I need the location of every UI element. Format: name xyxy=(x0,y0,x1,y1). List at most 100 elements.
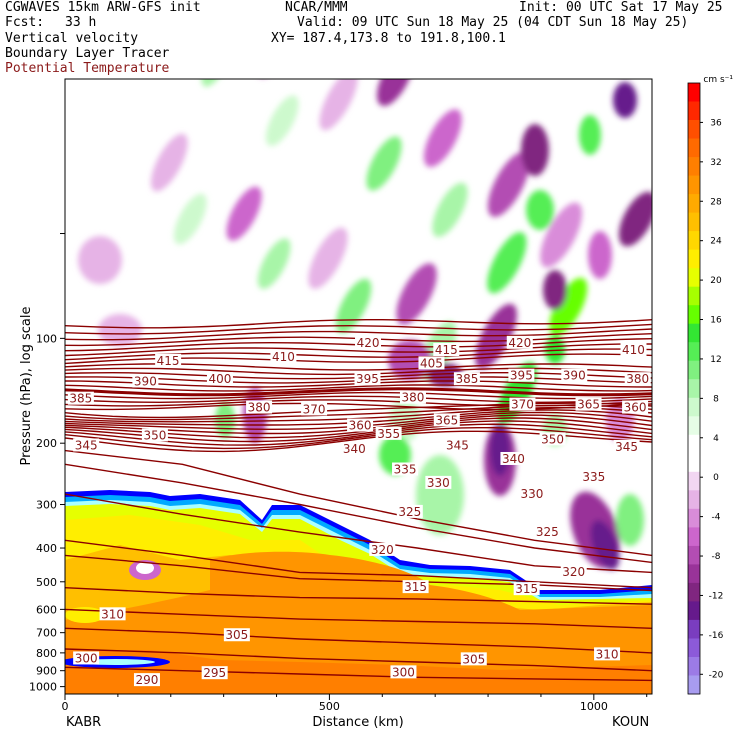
theta-label-box xyxy=(418,356,445,370)
colorbar-swatch xyxy=(688,397,700,417)
forecast-label: Fcst: xyxy=(5,15,45,30)
colorbar-swatch xyxy=(688,508,700,528)
colorbar-tick-label: 4 xyxy=(713,434,719,444)
theta-label-box xyxy=(594,647,621,661)
colorbar-swatch xyxy=(688,601,700,621)
isentrope-line xyxy=(65,539,652,589)
colorbar-swatch xyxy=(688,453,700,473)
colorbar-swatch xyxy=(688,120,700,139)
theta-label-box xyxy=(201,666,228,680)
plot-frame xyxy=(64,78,653,695)
theta-label-box xyxy=(580,469,607,483)
isentrope-line xyxy=(65,328,652,341)
colorbar-tick-label: -8 xyxy=(712,552,721,562)
x-endpoint-right: KOUN xyxy=(612,715,649,730)
theta-label-box xyxy=(355,335,382,349)
x-tick-label: 500 xyxy=(319,700,340,713)
theta-label: 340 xyxy=(343,442,366,456)
theta-label: 370 xyxy=(303,402,326,416)
colorbar-tick-label: 36 xyxy=(710,118,722,128)
colorbar-frame xyxy=(687,82,701,695)
theta-label-box xyxy=(506,335,533,349)
theta-label-box xyxy=(141,428,168,442)
colorbar-tick-label: 8 xyxy=(713,394,719,404)
theta-label-box xyxy=(67,391,94,405)
theta-label-box xyxy=(433,342,460,356)
theta-label-box xyxy=(624,372,651,386)
theta-label: 330 xyxy=(427,476,450,490)
colorbar-swatch xyxy=(688,360,700,380)
colorbar-swatch xyxy=(688,175,700,195)
theta-label-box xyxy=(99,607,126,621)
colorbar-swatch xyxy=(688,416,700,436)
tracer-orange xyxy=(65,551,652,694)
theta-label-box xyxy=(539,432,566,446)
colorbar-swatch xyxy=(688,231,700,251)
theta-label: 420 xyxy=(508,336,531,350)
theta-label: 350 xyxy=(143,428,166,442)
isentrope-line xyxy=(65,427,652,450)
y-tick-label: 500 xyxy=(36,576,57,589)
theta-label: 410 xyxy=(622,343,645,357)
isentrope-line xyxy=(65,666,652,682)
theta-label: 300 xyxy=(392,665,415,679)
x-tick-label: 0 xyxy=(62,700,69,713)
valid-time: Valid: 09 UTC Sun 18 May 25 (04 CDT Sun … xyxy=(297,15,689,30)
theta-label: 345 xyxy=(446,438,469,452)
colorbar-swatch xyxy=(688,83,700,102)
organization: NCAR/MMM xyxy=(285,0,348,15)
colorbar-swatch xyxy=(688,305,700,325)
x-axis-title: Distance (km) xyxy=(312,715,403,730)
colorbar-tick-label: 16 xyxy=(710,316,722,326)
theta-label-box xyxy=(73,438,100,452)
isentrope-line xyxy=(65,391,652,400)
field-label-potential-temperature: Potential Temperature xyxy=(5,61,170,76)
theta-label: 335 xyxy=(394,463,417,477)
theta-label: 385 xyxy=(455,372,478,386)
theta-label-box xyxy=(508,368,535,382)
forecast-hour: 33 h xyxy=(65,15,97,30)
theta-label: 365 xyxy=(435,413,458,427)
isentrope-line xyxy=(65,463,652,564)
isentrope-line xyxy=(65,554,652,592)
theta-label: 395 xyxy=(510,369,533,383)
colorbar-swatch xyxy=(688,471,700,491)
colorbar-swatch xyxy=(688,379,700,399)
y-tick-label: 100 xyxy=(36,332,57,345)
colorbar-swatch xyxy=(688,582,700,602)
theta-label-box xyxy=(369,542,396,556)
theta-label-box xyxy=(613,439,640,453)
colorbar-tick-label: 28 xyxy=(710,197,722,207)
colorbar-swatch xyxy=(688,657,700,676)
colorbar-swatch xyxy=(688,138,700,158)
isentrope-line xyxy=(65,384,652,392)
theta-label: 330 xyxy=(521,487,544,501)
colorbar-swatch xyxy=(688,268,700,288)
isentrope-line xyxy=(65,319,652,329)
theta-label-box xyxy=(341,442,368,456)
theta-label-box xyxy=(513,582,540,596)
colorbar-swatch xyxy=(688,286,700,306)
theta-label: 305 xyxy=(462,652,485,666)
theta-label: 380 xyxy=(402,391,425,405)
colorbar-swatch xyxy=(688,619,700,639)
theta-label: 395 xyxy=(356,372,379,386)
init-time: Init: 00 UTC Sat 17 May 25 xyxy=(519,0,723,15)
theta-label: 320 xyxy=(371,543,394,557)
theta-label-box xyxy=(246,400,273,414)
theta-label: 365 xyxy=(577,398,600,412)
cross-section-coords: XY= 187.4,173.8 to 191.8,100.1 xyxy=(271,31,506,46)
field-label-boundary-layer-tracer: Boundary Layer Tracer xyxy=(5,46,170,61)
theta-label: 320 xyxy=(562,565,585,579)
theta-label: 405 xyxy=(420,356,443,370)
tracer-pocket-core xyxy=(136,562,154,574)
y-tick-label: 800 xyxy=(36,647,57,660)
theta-label: 390 xyxy=(134,374,157,388)
theta-label-box xyxy=(433,413,460,427)
y-axis-title: Pressure (hPa), log scale xyxy=(19,307,34,466)
colorbar-swatch xyxy=(688,101,700,121)
isentrope-line xyxy=(65,343,652,357)
colorbar-swatch xyxy=(688,490,700,510)
